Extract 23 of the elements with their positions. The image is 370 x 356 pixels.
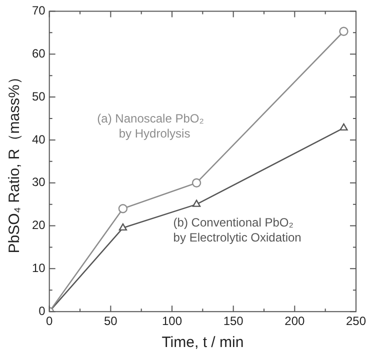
x-tick-label: 50	[104, 314, 118, 328]
y-tick-label: 30	[32, 175, 46, 190]
y-axis-title: PbSO₄ Ratio, R（mass%）	[6, 70, 24, 254]
y-tick-label: 10	[32, 261, 46, 275]
y-tick-label: 40	[32, 132, 46, 146]
point	[192, 178, 202, 188]
y-tick-label: 70	[32, 4, 46, 18]
x-tick-label: 100	[162, 314, 182, 328]
y-tick-label: 0	[38, 304, 46, 318]
point	[118, 223, 128, 231]
point	[340, 123, 348, 131]
x-tick-label: 250	[346, 314, 366, 328]
y-tick-label: 20	[32, 218, 46, 232]
point	[118, 204, 128, 214]
y-tick-label: 60	[32, 46, 46, 60]
y-tick-label: 50	[32, 89, 46, 104]
text: (a) Nanoscale PbO₂ by Hydrolysis	[97, 112, 204, 141]
x-tick-label: 150	[223, 314, 244, 328]
x-tick-label: 200	[284, 314, 305, 328]
point	[192, 200, 201, 207]
point	[339, 26, 348, 36]
series-label: (b) Conventional PbO₂ by Electrolytic Oxidation	[173, 215, 302, 244]
x-axis-title: Time, t / min	[162, 334, 244, 352]
